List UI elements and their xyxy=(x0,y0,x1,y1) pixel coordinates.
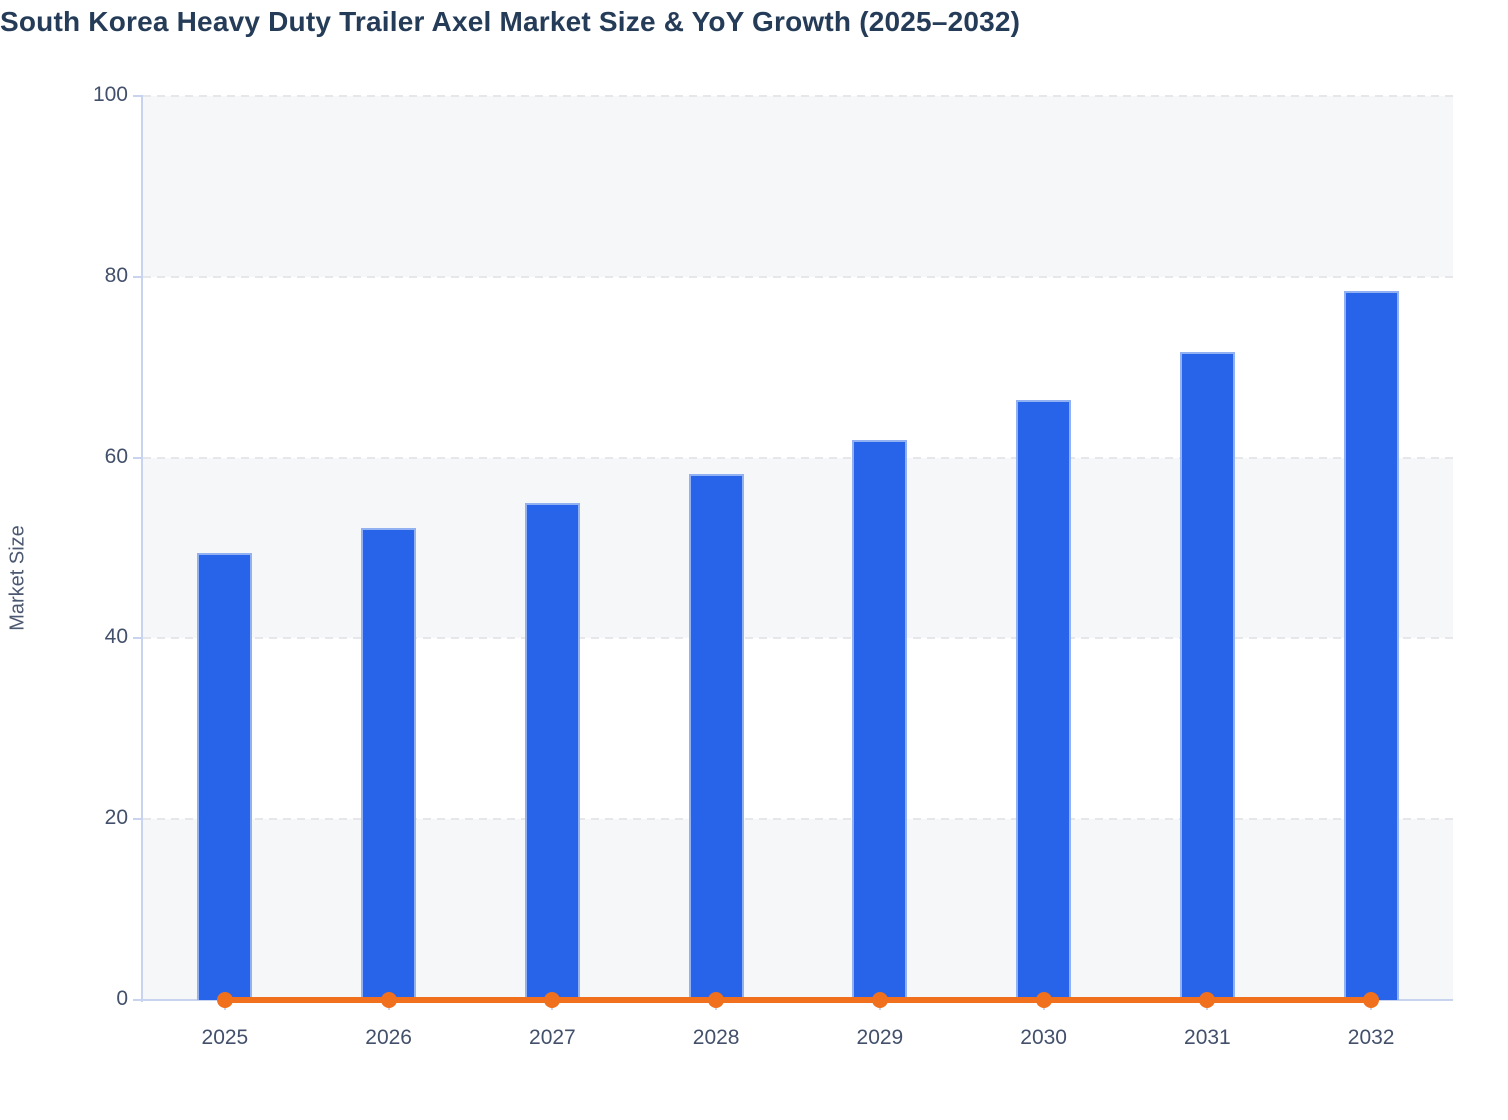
x-tick-label: 2027 xyxy=(529,1026,576,1049)
bar-2031[interactable] xyxy=(1179,351,1235,1000)
gridline xyxy=(143,637,1453,640)
y-tick-mark xyxy=(133,95,143,97)
y-tick-label: 80 xyxy=(104,263,128,287)
bar-2025[interactable] xyxy=(197,552,253,1000)
x-tick-label: 2029 xyxy=(856,1026,904,1049)
yoy-point-2025[interactable] xyxy=(216,992,233,1008)
y-tick-mark xyxy=(133,456,143,459)
bar-2029[interactable] xyxy=(852,439,908,1000)
y-tick-label: 0 xyxy=(116,987,128,1010)
x-tick-label: 2025 xyxy=(201,1026,249,1049)
yoy-point-2027[interactable] xyxy=(544,992,561,1008)
plot-band xyxy=(143,96,1453,277)
y-tick-label: 60 xyxy=(104,444,128,468)
y-tick-mark xyxy=(133,275,143,278)
bar-2028[interactable] xyxy=(688,473,744,1000)
x-tick-label: 2030 xyxy=(1020,1026,1067,1049)
y-tick-mark xyxy=(133,818,143,821)
yoy-growth-line[interactable] xyxy=(224,997,1372,1003)
gridline xyxy=(143,95,1453,97)
gridline xyxy=(143,456,1453,459)
gridline xyxy=(143,275,1453,278)
bar-2026[interactable] xyxy=(361,528,417,1000)
yoy-point-2026[interactable] xyxy=(380,992,397,1008)
yoy-point-2028[interactable] xyxy=(708,992,725,1008)
x-tick-label: 2028 xyxy=(692,1026,740,1049)
y-axis-title: Market Size xyxy=(6,525,29,631)
x-tick-label: 2026 xyxy=(365,1026,412,1049)
yoy-point-2029[interactable] xyxy=(871,992,888,1008)
x-tick-label: 2031 xyxy=(1184,1026,1231,1049)
chart-title: South Korea Heavy Duty Trailer Axel Mark… xyxy=(0,6,1021,37)
y-tick-mark xyxy=(133,637,143,640)
y-tick-label: 40 xyxy=(104,625,128,649)
yoy-point-2031[interactable] xyxy=(1199,992,1216,1008)
yoy-point-2032[interactable] xyxy=(1363,992,1380,1008)
bar-2030[interactable] xyxy=(1016,399,1072,1000)
y-tick-label: 100 xyxy=(92,83,128,106)
gridline xyxy=(143,818,1453,821)
y-tick-mark xyxy=(133,999,143,1001)
bar-2027[interactable] xyxy=(524,502,580,1000)
bar-2032[interactable] xyxy=(1343,291,1399,1000)
plot-band xyxy=(143,819,1453,1000)
y-tick-label: 20 xyxy=(104,806,128,830)
y-axis-line xyxy=(141,96,143,1002)
yoy-point-2030[interactable] xyxy=(1035,992,1052,1008)
x-tick-label: 2032 xyxy=(1347,1026,1395,1049)
plot-band xyxy=(143,457,1453,639)
